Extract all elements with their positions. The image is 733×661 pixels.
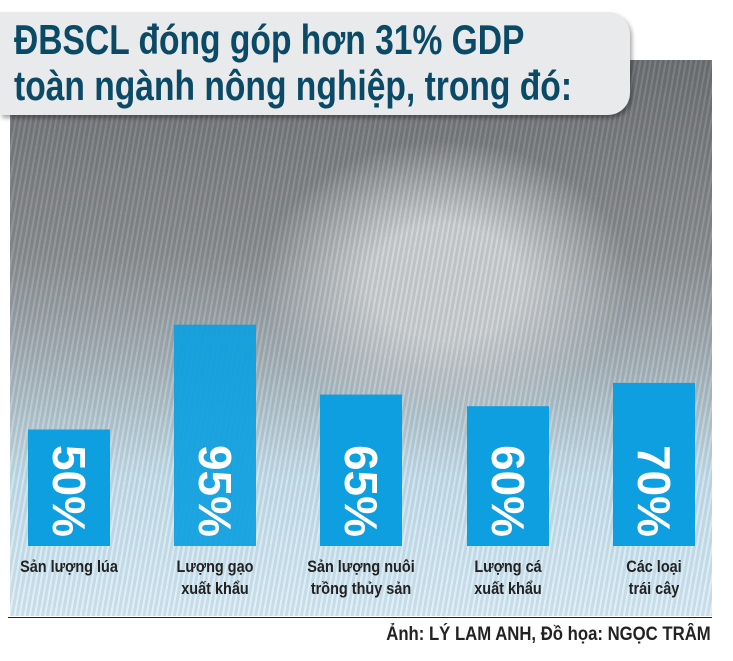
bar bbox=[174, 324, 256, 546]
bar bbox=[613, 382, 695, 546]
category-label: Sản lượng nuôi trồng thủy sản bbox=[307, 557, 415, 598]
bar bbox=[320, 394, 402, 546]
data-label: 50% bbox=[43, 445, 95, 537]
bar bbox=[467, 406, 549, 546]
data-label: 70% bbox=[628, 445, 680, 537]
bar bbox=[28, 429, 110, 546]
title-line-2: toàn ngành nông nghiệp, trong đó: bbox=[14, 62, 573, 109]
category-label: Các loại trái cây bbox=[626, 557, 682, 598]
category-label: Lượng gạo xuất khẩu bbox=[176, 557, 254, 598]
data-label: 65% bbox=[335, 445, 387, 537]
divider bbox=[8, 617, 712, 618]
title-box: ĐBSCL đóng góp hơn 31% GDP toàn ngành nô… bbox=[0, 12, 630, 115]
data-label: 95% bbox=[189, 445, 241, 537]
category-label: Sản lượng lúa bbox=[20, 557, 118, 576]
title-line-1: ĐBSCL đóng góp hơn 31% GDP bbox=[14, 16, 525, 63]
data-label: 60% bbox=[482, 445, 534, 537]
credit: Ảnh: LÝ LAM ANH, Đồ họa: NGỌC TRÂM bbox=[386, 624, 711, 645]
category-label: Lượng cá xuất khẩu bbox=[474, 557, 542, 598]
